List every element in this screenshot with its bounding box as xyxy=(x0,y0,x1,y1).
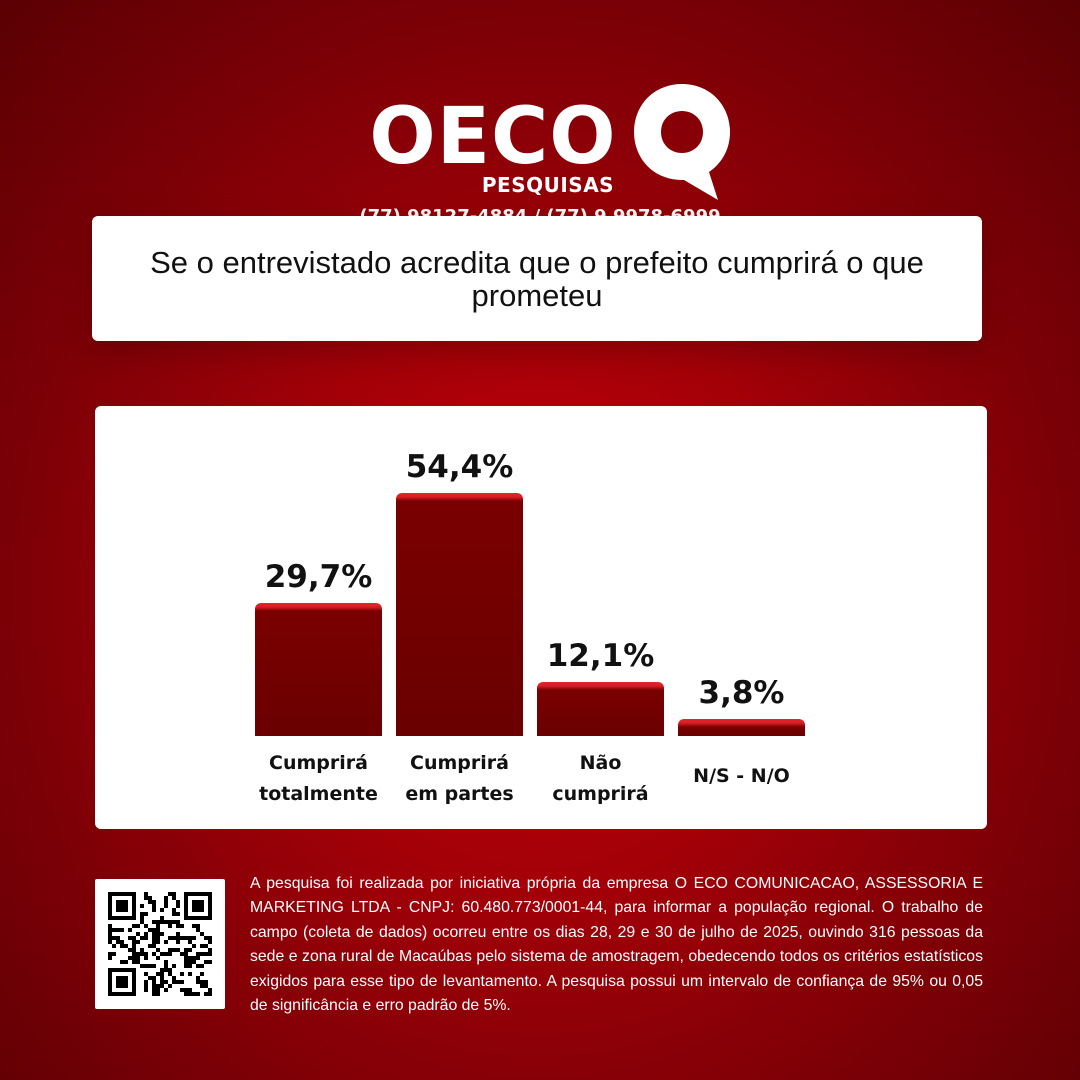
brand-subtitle: PESQUISAS xyxy=(481,173,615,197)
bar-1 xyxy=(255,603,382,736)
bar-value-label: 29,7% xyxy=(264,559,373,595)
bar-4 xyxy=(678,719,805,736)
speech-bubble-logo-icon xyxy=(634,84,730,200)
methodology-disclaimer: A pesquisa foi realizada por iniciativa … xyxy=(250,875,983,1015)
bar-value-label: 3,8% xyxy=(698,675,785,711)
brand-name: OECO xyxy=(369,92,617,182)
qr-code[interactable] xyxy=(95,879,225,1009)
bar-value-label: 54,4% xyxy=(405,449,514,485)
category-label: Cumprirá em partes xyxy=(405,752,514,805)
question-title: Se o entrevistado acredita que o prefeit… xyxy=(150,244,924,313)
question-card: Se o entrevistado acredita que o prefeit… xyxy=(92,216,982,341)
bar-chart: 29,7% Cumprirá totalmente 54,4% Cumprirá em p… xyxy=(95,406,987,829)
bar-value-label: 12,1% xyxy=(546,638,655,674)
bar-3 xyxy=(537,682,664,736)
bar-2 xyxy=(396,493,523,736)
qr-code-icon xyxy=(108,892,212,996)
category-label: Cumprirá totalmente xyxy=(259,752,378,805)
category-label: N/S - N/O xyxy=(693,765,790,787)
category-label: Não cumprirá xyxy=(552,752,649,805)
brand-logo: OECO PESQUISAS (77) 98127-4884 / (77) 9 … xyxy=(0,40,1080,227)
